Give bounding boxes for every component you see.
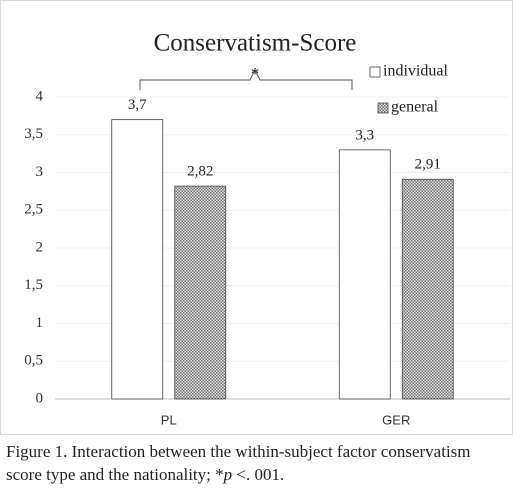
x-tick-label: PL [161,412,177,427]
y-tick-label: 3,5 [24,126,43,142]
annotation: * [251,64,260,83]
data-label: 2,91 [415,157,441,173]
caption-italic: p [223,465,233,484]
caption-text: Figure 1. Interaction between the within… [6,442,471,484]
bar [174,185,227,400]
chart-title: Conservatism-Score [154,30,357,57]
y-tick-label: 1,5 [24,277,43,293]
y-tick-label: 2,5 [24,202,43,218]
data-label: 3,7 [128,97,147,113]
chart: Conservatism-Score * 0 0,5 1 1,5 2 2,5 3 3,5 4 PL… [0,0,513,435]
legend-swatch [377,102,389,114]
bar [338,149,391,400]
legend-label: individual [383,63,448,80]
x-tick-label: GER [382,412,410,427]
y-tick-label: 4 [36,88,44,104]
y-tick-label: 1 [36,315,44,331]
data-label: 3,3 [355,127,374,143]
y-tick-label: 0 [36,390,44,406]
y-tick-label: 2 [36,239,44,255]
legend-swatch [369,66,381,78]
data-label: 2,82 [187,164,213,180]
caption-text: <. 001. [232,465,285,484]
caption: Figure 1. Interaction between the within… [6,440,506,486]
bar [111,119,164,400]
y-tick-label: 3 [36,164,44,180]
y-tick-label: 0,5 [24,353,43,369]
legend-label: general [391,99,439,116]
significance-bracket [139,68,353,90]
bar [401,178,454,400]
